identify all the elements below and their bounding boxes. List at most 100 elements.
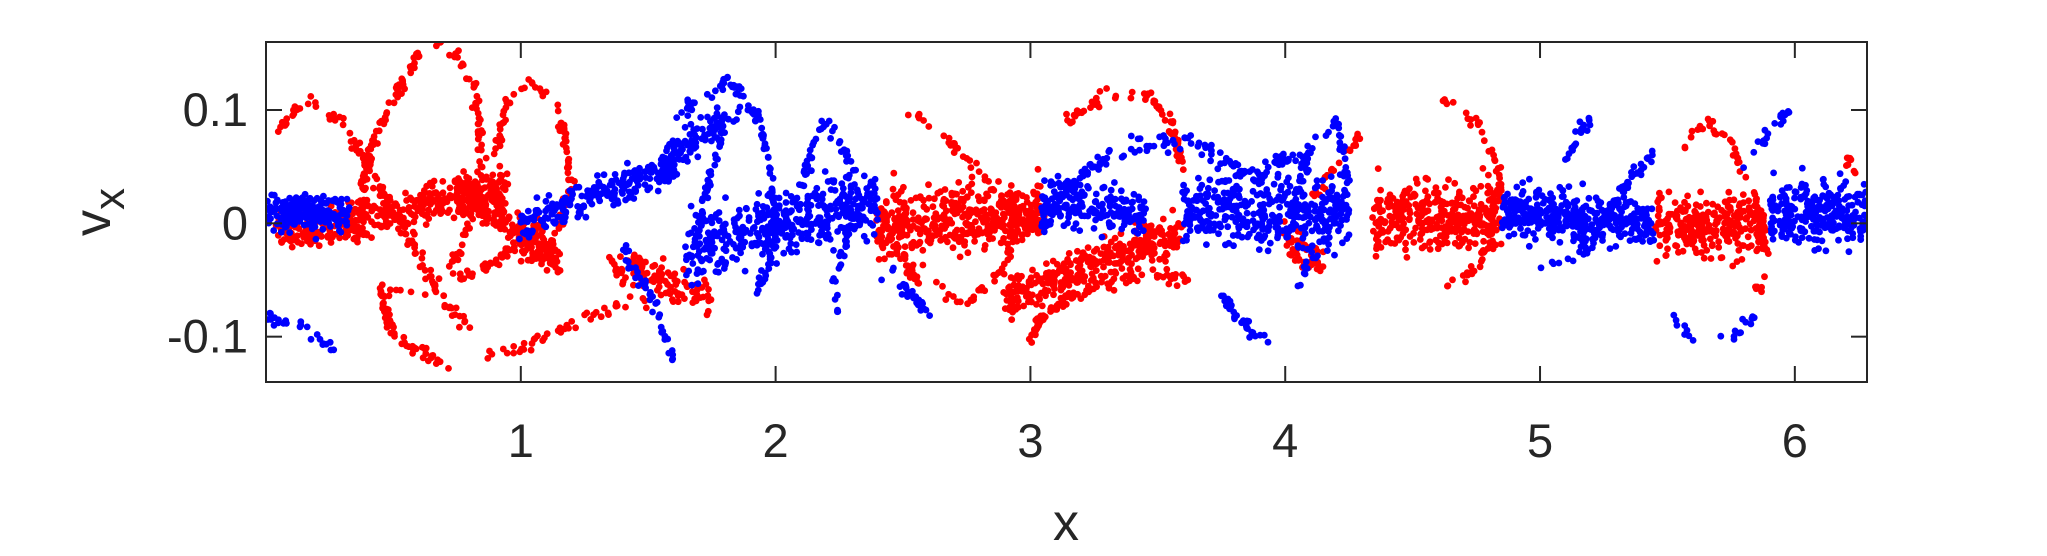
data-point [1214, 165, 1222, 173]
data-point [1080, 107, 1088, 115]
data-point [1179, 271, 1186, 279]
data-point [709, 130, 717, 137]
data-point [270, 321, 278, 329]
data-point [755, 280, 762, 288]
data-point [752, 117, 759, 125]
data-point [1072, 257, 1080, 264]
data-point [336, 234, 343, 242]
data-point [855, 191, 863, 199]
data-point [416, 196, 424, 204]
data-point [827, 202, 834, 210]
data-point [1375, 231, 1382, 239]
data-point [1489, 203, 1496, 210]
data-point [286, 229, 294, 237]
data-point [901, 203, 909, 211]
data-point [1195, 174, 1202, 182]
data-point [995, 269, 1002, 276]
data-point [642, 304, 650, 312]
data-point [517, 218, 525, 226]
data-point [755, 190, 763, 197]
data-point [891, 215, 898, 223]
data-point [411, 64, 418, 72]
data-point [1723, 234, 1731, 241]
data-point [1664, 234, 1671, 242]
data-point [975, 168, 983, 176]
data-point [867, 220, 874, 227]
data-point [782, 234, 789, 241]
data-point [452, 304, 460, 312]
data-point [788, 248, 795, 256]
data-point [1176, 153, 1183, 161]
data-point [1262, 158, 1269, 166]
data-point [1100, 183, 1108, 191]
data-point [1090, 225, 1098, 232]
data-point [819, 190, 827, 198]
data-point [1243, 209, 1251, 217]
data-point [1747, 226, 1755, 234]
data-point [1703, 199, 1710, 207]
data-point [1205, 219, 1213, 227]
data-point [319, 225, 327, 233]
data-point [1113, 260, 1120, 267]
data-point [795, 229, 802, 236]
data-point [961, 238, 969, 246]
data-point [1274, 170, 1282, 178]
data-point [409, 346, 417, 353]
data-point [1118, 225, 1126, 233]
data-point [758, 267, 765, 274]
data-point [611, 189, 618, 197]
data-point [1026, 291, 1034, 299]
data-point [947, 141, 954, 149]
data-point [1128, 199, 1136, 207]
data-point [952, 203, 959, 211]
data-point [1175, 220, 1182, 227]
data-point [318, 233, 325, 240]
data-point [1460, 226, 1468, 233]
data-point [1455, 234, 1463, 242]
data-point [1393, 198, 1401, 206]
data-point [764, 211, 772, 219]
data-point [501, 200, 509, 207]
data-point [520, 346, 528, 353]
data-point [672, 281, 680, 288]
data-point [520, 249, 528, 257]
data-point [1263, 189, 1270, 197]
data-point [1693, 249, 1700, 257]
data-point [1681, 198, 1688, 206]
data-point [1699, 227, 1707, 235]
data-point [398, 340, 406, 348]
data-point [399, 206, 407, 214]
data-point [1065, 250, 1073, 257]
data-point [948, 219, 956, 227]
data-point [1148, 257, 1156, 264]
data-point [604, 309, 612, 317]
data-point [694, 266, 702, 274]
data-point [1696, 203, 1704, 210]
data-point [365, 202, 372, 210]
data-point [1469, 184, 1477, 192]
data-point [1069, 276, 1077, 284]
data-point [1160, 142, 1168, 150]
data-point [1335, 159, 1343, 167]
data-point [421, 266, 429, 274]
data-point [1150, 233, 1158, 240]
data-point [978, 229, 986, 237]
data-point [1449, 98, 1457, 106]
data-point [354, 238, 361, 246]
data-point [718, 236, 726, 244]
data-point [1733, 218, 1741, 226]
data-point [908, 264, 916, 272]
data-point [467, 212, 474, 220]
data-point [597, 313, 605, 321]
data-point [1127, 94, 1135, 102]
data-point [1066, 260, 1074, 267]
data-point [642, 284, 649, 292]
data-point [1412, 224, 1419, 232]
data-point [533, 194, 541, 202]
data-point [699, 195, 707, 203]
data-point [1319, 227, 1327, 235]
data-point [290, 106, 297, 114]
data-point [1033, 190, 1041, 198]
data-point [343, 195, 351, 203]
data-point [465, 75, 473, 83]
